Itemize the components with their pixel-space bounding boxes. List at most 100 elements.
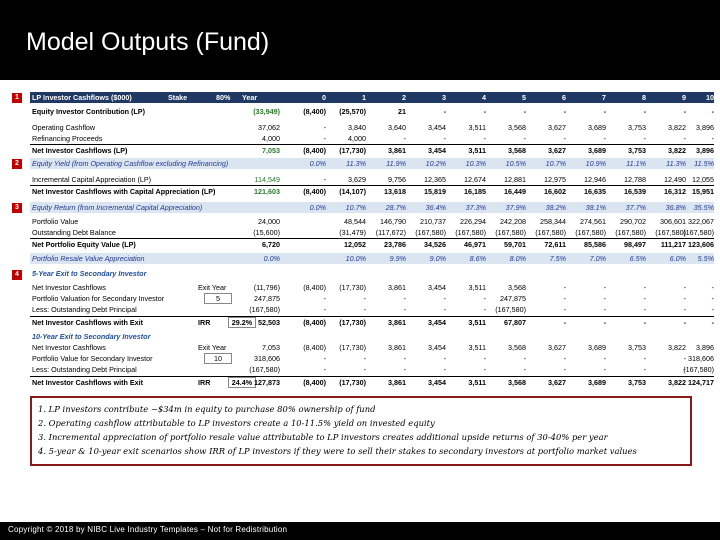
main-cell: - xyxy=(683,107,686,116)
exit5-cell: (17,730) xyxy=(339,283,366,292)
exit5-label: Less: Outstanding Debt Principal xyxy=(32,305,137,314)
main-cell: 35.5% xyxy=(693,203,714,212)
main-cell: 3,511 xyxy=(468,123,486,132)
header-year-cell: 5 xyxy=(522,93,526,102)
main-label: Portfolio Resale Value Appreciation xyxy=(32,254,145,263)
header-label: LP Investor Cashflows ($000) xyxy=(32,93,132,102)
main-total: 0.0% xyxy=(263,254,280,263)
main-label: Operating Cashflow xyxy=(32,123,96,132)
exit5-tag: Exit Year xyxy=(198,283,227,292)
exit10-cell: 3,454 xyxy=(428,378,446,387)
main-cell: - xyxy=(643,107,646,116)
main-cell: 322,067 xyxy=(688,217,714,226)
main-cell: (167,580) xyxy=(683,228,714,237)
exit10-cell: (167,580) xyxy=(683,365,714,374)
exit10-cell: 3,861 xyxy=(388,343,406,352)
main-cell: 123,606 xyxy=(688,240,714,249)
main-cell: 3,861 xyxy=(388,146,406,155)
main-cell: 9.0% xyxy=(429,254,446,263)
exit10-cell: - xyxy=(323,365,326,374)
main-cell: 242,208 xyxy=(500,217,526,226)
exit5-cell: - xyxy=(563,318,566,327)
main-cell: (167,580) xyxy=(455,228,486,237)
exit10-cell: - xyxy=(443,354,446,363)
exit5-tag: IRR xyxy=(198,318,211,327)
main-cell: 48,544 xyxy=(344,217,366,226)
exit10-label: Portfolio Value for Secondary Investor xyxy=(32,354,153,363)
main-cell: 10.7% xyxy=(345,203,366,212)
exit10-cell: - xyxy=(483,354,486,363)
main-cell: - xyxy=(711,107,714,116)
main-cell: 111,217 xyxy=(660,240,686,249)
exit10-tag: Exit Year xyxy=(198,343,227,352)
main-cell: 23,786 xyxy=(384,240,406,249)
exit10-cell: - xyxy=(403,354,406,363)
exit5-cell: - xyxy=(403,294,406,303)
main-total: 6,720 xyxy=(262,240,280,249)
main-cell: - xyxy=(403,134,406,143)
exit10-title: 10-Year Exit to Secondary Investor xyxy=(32,332,151,341)
main-cell: 7.0% xyxy=(589,254,606,263)
main-cell: 3,753 xyxy=(628,123,646,132)
header-stake-pct: 80% xyxy=(216,93,231,102)
main-cell: 11.9% xyxy=(386,159,406,168)
main-cell: 85,586 xyxy=(584,240,606,249)
main-row: Net Portfolio Equity Value (LP) 6,720 12,0… xyxy=(30,238,714,250)
main-total: 24,000 xyxy=(258,217,280,226)
note-4: 4. 5-year & 10-year exit scenarios show … xyxy=(38,446,637,456)
main-cell: (8,400) xyxy=(303,107,326,116)
exit5-cell: 3,454 xyxy=(428,283,446,292)
exit5-row: Portfolio Valuation for Secondary Invest… xyxy=(30,293,714,304)
main-cell: 6.0% xyxy=(669,254,686,263)
main-total: 121,603 xyxy=(254,187,280,196)
exit10-row: Net Investor Cashflows with Exit IRR 24.4%… xyxy=(30,376,714,388)
main-cell: 72,611 xyxy=(544,240,566,249)
main-total: 37,062 xyxy=(258,123,280,132)
main-cell: 16,539 xyxy=(624,187,646,196)
exit10-cell: - xyxy=(363,365,366,374)
exit10-cell: - xyxy=(643,354,646,363)
copyright-text: Copyright © 2018 by NIBC Live Industry T… xyxy=(8,525,288,534)
exit10-cell: 3,511 xyxy=(468,378,486,387)
title-bar: Model Outputs (Fund) xyxy=(0,0,720,80)
main-cell: 59,701 xyxy=(504,240,526,249)
exit5-cell: 67,807 xyxy=(504,318,526,327)
exit5-cell: 3,511 xyxy=(468,283,486,292)
exit10-cell: - xyxy=(603,354,606,363)
main-cell: 274,561 xyxy=(580,217,606,226)
main-cell: 16,602 xyxy=(544,187,566,196)
main-cell: 12,052 xyxy=(344,240,366,249)
main-label: Refinancing Proceeds xyxy=(32,134,103,143)
main-cell: 10.2% xyxy=(425,159,446,168)
main-cell: 3,629 xyxy=(348,175,366,184)
exit5-cell: - xyxy=(483,294,486,303)
header-year-cell: 3 xyxy=(442,93,446,102)
main-row: Refinancing Proceeds 4,000 - 4,000 - - - - - - - - - xyxy=(30,133,714,144)
exit5-label: Net Investor Cashflows xyxy=(32,283,106,292)
exit10-cell: - xyxy=(323,354,326,363)
exit10-cell: (17,730) xyxy=(339,378,366,387)
exit10-cell: - xyxy=(643,365,646,374)
main-cell: 3,822 xyxy=(668,123,686,132)
main-row: Equity Yield (from Operating Cashflow ex… xyxy=(30,158,714,169)
exit10-total: 318,606 xyxy=(254,354,280,363)
exit5-cell: - xyxy=(323,294,326,303)
exit10-cell: (17,730) xyxy=(339,343,366,352)
main-cell: 8.6% xyxy=(469,254,486,263)
exit5-cell: - xyxy=(403,305,406,314)
main-cell: - xyxy=(563,107,566,116)
exit10-cell: - xyxy=(363,354,366,363)
exit10-cell: 3,454 xyxy=(428,343,446,352)
main-cell: (167,580) xyxy=(655,228,686,237)
main-cell: 98,497 xyxy=(624,240,646,249)
exit5-cell: - xyxy=(711,294,714,303)
main-cell: 12,946 xyxy=(584,175,606,184)
main-row: Outstanding Debt Balance (15,600) (31,479)… xyxy=(30,227,714,238)
exit5-cell: - xyxy=(603,283,606,292)
main-cell: 16,449 xyxy=(504,187,526,196)
exit10-cell: 3,861 xyxy=(388,378,406,387)
header-year-cell: 1 xyxy=(362,93,366,102)
main-row: Equity Investor Contribution (LP) (33,949… xyxy=(30,106,714,117)
main-cell: 290,702 xyxy=(620,217,646,226)
main-label: Net Investor Cashflows (LP) xyxy=(32,146,128,155)
